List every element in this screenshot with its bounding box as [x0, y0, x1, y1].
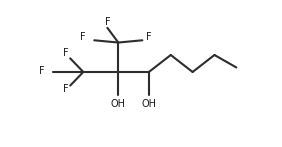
Text: F: F	[146, 32, 152, 42]
Text: OH: OH	[111, 99, 126, 109]
Text: OH: OH	[141, 99, 157, 109]
Text: F: F	[105, 17, 110, 27]
Text: F: F	[63, 48, 69, 58]
Text: F: F	[39, 66, 45, 76]
Text: F: F	[63, 84, 69, 94]
Text: F: F	[80, 32, 85, 42]
